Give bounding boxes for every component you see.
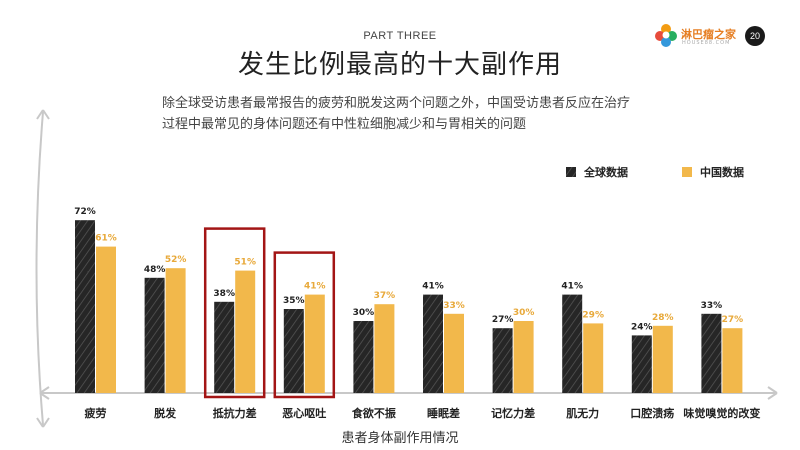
data-label-china: 30% xyxy=(513,308,535,318)
bar-china xyxy=(165,268,186,393)
bar-global xyxy=(214,301,235,393)
x-tick-label: 脱发 xyxy=(154,406,177,420)
x-tick-label: 睡眠差 xyxy=(427,406,460,420)
slide-title: 发生比例最高的十大副作用 xyxy=(237,50,562,80)
flower-logo-icon xyxy=(655,24,677,47)
x-tick-label: 食欲不振 xyxy=(352,406,396,420)
data-label-global: 33% xyxy=(701,301,723,311)
x-tick-label: 疲劳 xyxy=(85,406,107,420)
y-axis-top-arrow xyxy=(36,109,50,120)
data-label-global: 24% xyxy=(631,322,653,332)
data-label-china: 61% xyxy=(95,234,117,244)
brand-logo: 淋巴瘤之家 HOUSE88.COM xyxy=(653,22,768,52)
data-label-china: 37% xyxy=(374,291,396,301)
legend-label-global: 全球数据 xyxy=(583,165,628,179)
bar-global xyxy=(75,220,95,393)
bar-china xyxy=(444,313,464,393)
bar-global xyxy=(353,321,374,393)
y-axis-bottom-arrow xyxy=(36,417,50,428)
data-label-global: 35% xyxy=(283,296,305,306)
bar-china xyxy=(722,328,743,393)
data-label-global: 30% xyxy=(353,308,375,318)
highlight-box xyxy=(273,251,336,399)
bar-china xyxy=(96,246,116,393)
chart-bars xyxy=(75,220,743,399)
data-label-global: 41% xyxy=(422,282,444,292)
bar-global xyxy=(701,313,722,393)
bar-global xyxy=(492,328,513,393)
data-label-china: 41% xyxy=(304,282,326,292)
bar-global xyxy=(144,277,165,393)
logo-subtext: HOUSE88.COM xyxy=(682,40,731,46)
part-label: PART THREE xyxy=(363,30,437,42)
bar-global xyxy=(423,294,443,393)
data-label-china: 33% xyxy=(443,301,465,311)
bar-china xyxy=(583,323,604,393)
x-tick-label: 记忆力差 xyxy=(491,406,535,420)
data-label-global: 38% xyxy=(213,289,235,299)
chart-labels: 72% 61% 疲劳 48%52% 脱发 38% 51% 抵抗力差 35% 41% 恶心呕吐 30% 3… xyxy=(74,207,760,420)
y-axis-line xyxy=(35,111,44,426)
bar-china xyxy=(235,270,256,393)
x-axis-right-arrow xyxy=(767,386,778,400)
data-label-china: 51% xyxy=(234,258,256,268)
bar-china xyxy=(513,321,534,393)
x-tick-label: 肌无力 xyxy=(565,406,599,420)
legend-label-china: 中国数据 xyxy=(700,165,744,179)
bar-global xyxy=(562,294,583,393)
x-axis-title: 患者身体副作用情况 xyxy=(341,431,459,446)
bar-china xyxy=(652,325,673,393)
logo-text: 淋巴瘤之家 xyxy=(681,28,736,41)
bar-china xyxy=(304,294,325,393)
x-tick-label: 味觉嗅觉的改变 xyxy=(683,406,760,420)
data-label-china: 29% xyxy=(582,310,604,320)
bar-global xyxy=(283,309,304,393)
data-label-global: 72% xyxy=(74,207,96,217)
data-label-global: 41% xyxy=(561,282,583,292)
chart-legend: 全球数据 中国数据 xyxy=(566,165,744,179)
bar-global xyxy=(631,335,652,393)
slide-description: 除全球受访患者最常报告的疲劳和脱发这两个问题之外，中国受访患者反应在治疗过程中最… xyxy=(162,96,631,132)
data-label-china: 28% xyxy=(652,313,674,323)
x-tick-label: 抵抗力差 xyxy=(213,406,257,420)
x-tick-label: 恶心呕吐 xyxy=(282,406,326,420)
data-label-china: 27% xyxy=(722,315,744,325)
x-tick-label: 口腔溃疡 xyxy=(630,406,674,420)
highlight-box xyxy=(203,227,266,399)
data-label-global: 48% xyxy=(144,265,166,275)
bar-china xyxy=(374,304,395,393)
data-label-china: 52% xyxy=(165,255,187,265)
page-number: 20 xyxy=(745,26,765,46)
legend-swatch-global xyxy=(566,167,576,177)
data-label-global: 27% xyxy=(492,315,514,325)
legend-swatch-china xyxy=(682,167,692,177)
